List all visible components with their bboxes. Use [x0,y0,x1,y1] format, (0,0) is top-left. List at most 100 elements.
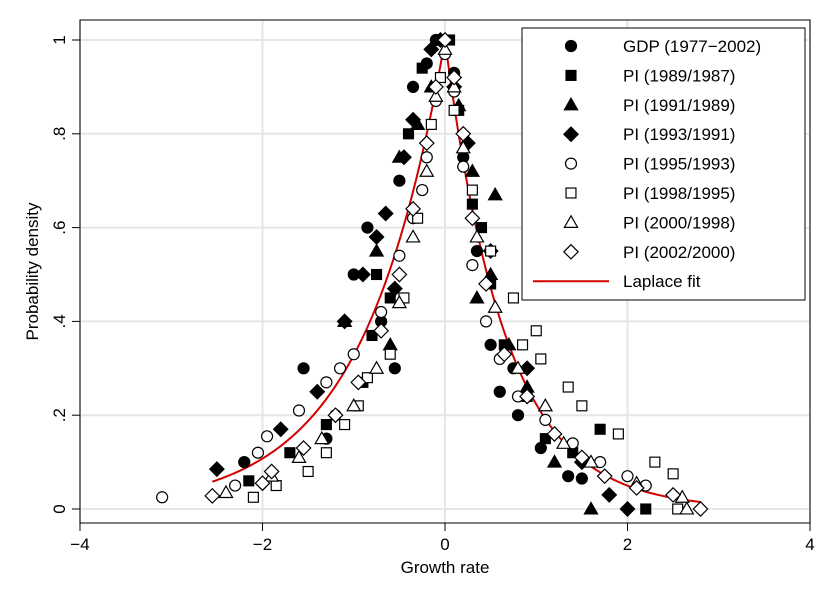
data-point [517,339,529,351]
data-point [377,205,394,222]
data-point [484,338,497,351]
data-point [535,353,547,365]
legend-marker [563,243,579,260]
y-axis-title: Probability density [23,202,42,340]
data-point [388,362,401,375]
data-point [402,128,415,140]
data-point [420,151,433,164]
data-point [576,400,588,412]
data-point [469,290,485,304]
data-point [218,484,234,499]
data-point [466,198,478,210]
data-point [466,259,479,272]
legend-label: PI (1991/1989) [623,96,735,115]
y-tick-label: .8 [50,127,69,141]
legend-item: PI (1989/1987) [565,66,735,85]
data-point [302,465,314,478]
data-point [446,69,463,86]
data-point [437,32,453,48]
data-point [482,266,499,281]
data-point [361,372,373,384]
data-point [434,71,446,84]
data-point [354,266,371,283]
data-point [537,398,554,412]
data-point [665,486,682,503]
data-point [254,475,271,492]
data-point [291,449,307,463]
data-point [416,183,429,197]
y-tick-label: .4 [50,314,69,328]
data-point [501,337,517,351]
legend-item: GDP (1977−2002) [564,37,761,56]
data-point [448,104,460,116]
data-point [466,184,478,196]
data-point [478,275,495,292]
data-point [395,149,412,166]
legend-label: Laplace fit [623,272,701,291]
data-point [368,228,385,245]
data-point [475,222,488,234]
data-point [416,62,428,74]
series-8 [204,32,709,517]
legend-item: PI (1995/1993) [564,155,735,174]
data-point [412,212,424,224]
data-point [406,80,420,94]
legend-label: PI (1989/1987) [623,66,735,85]
data-point [575,472,588,485]
data-point [295,440,312,457]
data-point [260,430,274,443]
y-tick-label: .6 [50,221,69,235]
data-point [507,292,519,304]
y-tick-label: .2 [50,408,69,422]
data-point [679,501,695,515]
data-point [347,348,360,361]
data-point [649,456,661,468]
legend-marker [563,214,579,228]
legend-marker [563,126,579,143]
legend: GDP (1977−2002) PI (1989/1987) PI (1991/19… [521,27,806,301]
data-point [393,174,406,187]
data-point [546,454,563,468]
fit-line-layer [211,42,701,503]
data-point [270,480,282,492]
data-point [562,381,574,393]
data-point [336,313,353,330]
data-point [455,125,472,142]
data-point [263,463,280,480]
data-point [272,421,289,438]
data-point [350,374,367,391]
data-point [628,479,645,496]
data-point [243,475,255,487]
legend-label: PI (1995/1993) [623,155,735,174]
data-point [619,501,636,517]
data-point [373,322,390,339]
data-point [464,163,481,177]
data-point [667,468,679,480]
legend-marker [563,96,579,111]
data-point [309,383,326,400]
data-point [562,470,575,483]
legend-label: PI (2002/2000) [623,243,735,262]
data-point [366,329,378,342]
data-point [594,423,606,435]
x-tick-label: −2 [253,535,272,554]
laplace-fit-line [211,42,701,503]
y-tick-label: 0 [50,504,69,513]
data-point [405,229,421,243]
data-point [297,362,310,375]
data-point [437,41,453,55]
data-point [427,78,444,95]
data-point [320,419,332,431]
axes: −4 −2 0 2 4 0 .2 .4 .6 .8 1 [50,35,815,554]
data-point [391,294,408,309]
data-point [391,266,408,283]
data-point [371,268,383,281]
data-point [320,447,332,459]
data-point [405,200,422,217]
data-point [573,449,590,466]
data-point [333,362,347,375]
series-7 [218,41,695,515]
legend-marker [564,157,578,170]
data-point [346,398,362,412]
legend-item: PI (1998/1995) [565,184,735,203]
